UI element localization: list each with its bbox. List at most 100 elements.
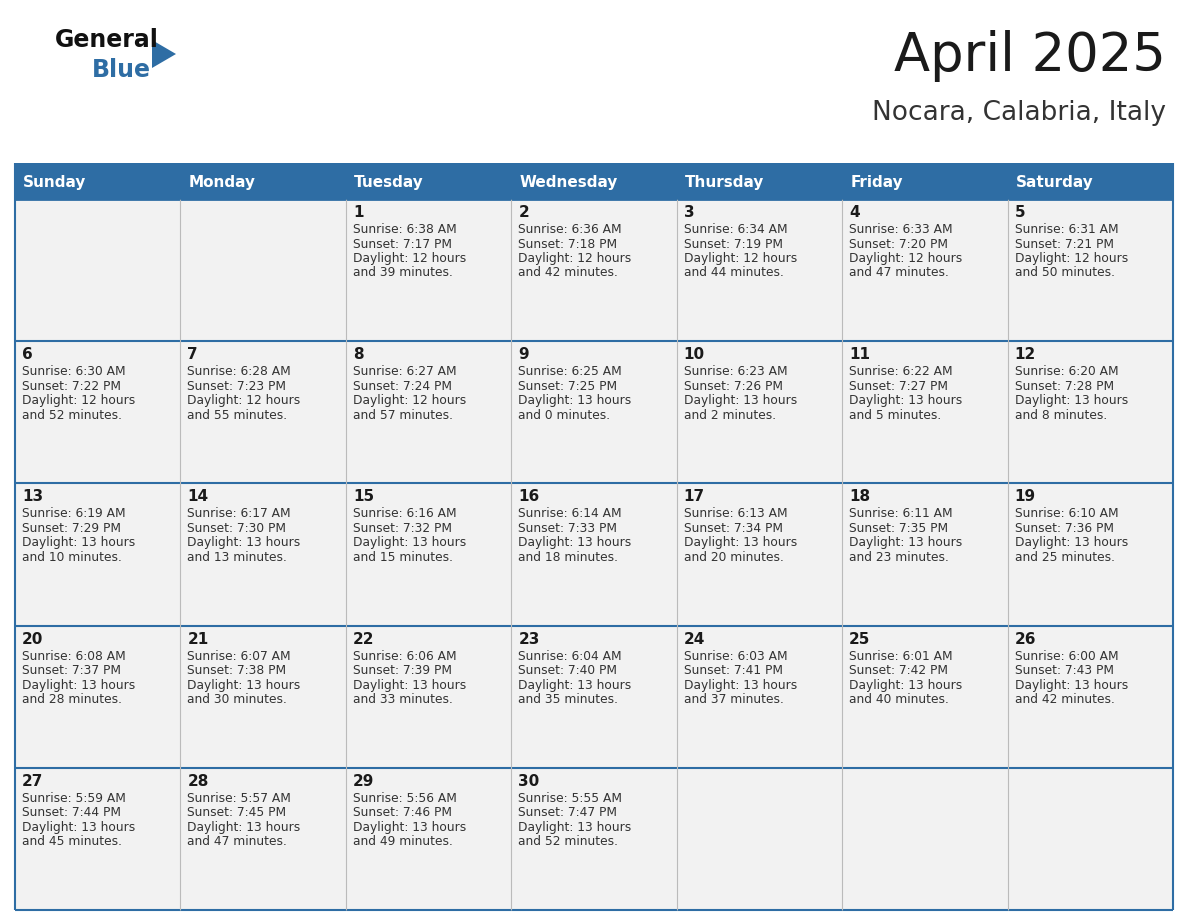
Text: and 25 minutes.: and 25 minutes.: [1015, 551, 1114, 564]
Bar: [842, 163, 1007, 199]
Text: Sunset: 7:20 PM: Sunset: 7:20 PM: [849, 238, 948, 251]
Text: Daylight: 13 hours: Daylight: 13 hours: [188, 678, 301, 691]
Text: Sunset: 7:17 PM: Sunset: 7:17 PM: [353, 238, 451, 251]
Text: and 47 minutes.: and 47 minutes.: [849, 266, 949, 279]
Bar: [842, 484, 1007, 625]
Text: Daylight: 13 hours: Daylight: 13 hours: [518, 678, 632, 691]
Text: Daylight: 13 hours: Daylight: 13 hours: [1015, 536, 1127, 549]
Text: and 8 minutes.: and 8 minutes.: [1015, 409, 1107, 421]
Text: Sunrise: 6:36 AM: Sunrise: 6:36 AM: [518, 223, 621, 236]
Bar: [511, 199, 677, 341]
Text: 16: 16: [518, 489, 539, 504]
Text: Sunset: 7:22 PM: Sunset: 7:22 PM: [23, 380, 121, 393]
Text: Sunday: Sunday: [23, 174, 87, 189]
Text: Thursday: Thursday: [684, 174, 764, 189]
Text: Sunrise: 6:31 AM: Sunrise: 6:31 AM: [1015, 223, 1118, 236]
Bar: [15, 767, 181, 910]
Text: 26: 26: [1015, 632, 1036, 646]
Text: Daylight: 13 hours: Daylight: 13 hours: [1015, 394, 1127, 408]
Text: Daylight: 12 hours: Daylight: 12 hours: [353, 394, 466, 408]
Bar: [511, 625, 677, 767]
Text: Daylight: 13 hours: Daylight: 13 hours: [353, 536, 466, 549]
Text: and 52 minutes.: and 52 minutes.: [518, 835, 618, 848]
Text: 24: 24: [684, 632, 706, 646]
Text: and 5 minutes.: and 5 minutes.: [849, 409, 941, 421]
Text: Sunrise: 5:56 AM: Sunrise: 5:56 AM: [353, 792, 456, 805]
Text: Sunrise: 6:06 AM: Sunrise: 6:06 AM: [353, 650, 456, 663]
Bar: [677, 625, 842, 767]
Text: 12: 12: [1015, 347, 1036, 363]
Text: 6: 6: [23, 347, 33, 363]
Bar: [346, 767, 511, 910]
Text: Daylight: 13 hours: Daylight: 13 hours: [849, 536, 962, 549]
Text: Sunrise: 6:27 AM: Sunrise: 6:27 AM: [353, 365, 456, 378]
Text: 14: 14: [188, 489, 209, 504]
Text: Sunset: 7:30 PM: Sunset: 7:30 PM: [188, 522, 286, 535]
Bar: [677, 484, 842, 625]
Text: Daylight: 12 hours: Daylight: 12 hours: [353, 252, 466, 265]
Text: Sunrise: 6:19 AM: Sunrise: 6:19 AM: [23, 508, 126, 521]
Bar: [181, 484, 346, 625]
Text: and 18 minutes.: and 18 minutes.: [518, 551, 618, 564]
Text: 7: 7: [188, 347, 198, 363]
Text: 28: 28: [188, 774, 209, 789]
Text: 11: 11: [849, 347, 870, 363]
Bar: [511, 767, 677, 910]
Text: and 33 minutes.: and 33 minutes.: [353, 693, 453, 706]
Bar: [511, 163, 677, 199]
Text: and 10 minutes.: and 10 minutes.: [23, 551, 122, 564]
Text: Sunset: 7:41 PM: Sunset: 7:41 PM: [684, 664, 783, 677]
Bar: [181, 199, 346, 341]
Text: and 35 minutes.: and 35 minutes.: [518, 693, 618, 706]
Text: Sunrise: 6:23 AM: Sunrise: 6:23 AM: [684, 365, 788, 378]
Bar: [15, 163, 181, 199]
Bar: [1007, 199, 1173, 341]
Text: Sunrise: 6:00 AM: Sunrise: 6:00 AM: [1015, 650, 1118, 663]
Text: Daylight: 13 hours: Daylight: 13 hours: [518, 821, 632, 834]
Bar: [181, 767, 346, 910]
Text: 23: 23: [518, 632, 539, 646]
Text: and 30 minutes.: and 30 minutes.: [188, 693, 287, 706]
Text: Sunrise: 6:28 AM: Sunrise: 6:28 AM: [188, 365, 291, 378]
Bar: [346, 199, 511, 341]
Text: Daylight: 12 hours: Daylight: 12 hours: [518, 252, 632, 265]
Text: Daylight: 12 hours: Daylight: 12 hours: [684, 252, 797, 265]
Text: Sunrise: 5:57 AM: Sunrise: 5:57 AM: [188, 792, 291, 805]
Text: Sunset: 7:23 PM: Sunset: 7:23 PM: [188, 380, 286, 393]
Text: 25: 25: [849, 632, 871, 646]
Text: 9: 9: [518, 347, 529, 363]
Text: Daylight: 13 hours: Daylight: 13 hours: [1015, 678, 1127, 691]
Text: Sunset: 7:37 PM: Sunset: 7:37 PM: [23, 664, 121, 677]
Text: and 39 minutes.: and 39 minutes.: [353, 266, 453, 279]
Text: Sunset: 7:28 PM: Sunset: 7:28 PM: [1015, 380, 1113, 393]
Text: Sunset: 7:39 PM: Sunset: 7:39 PM: [353, 664, 451, 677]
Text: Daylight: 13 hours: Daylight: 13 hours: [849, 394, 962, 408]
Text: Daylight: 13 hours: Daylight: 13 hours: [188, 536, 301, 549]
Text: 20: 20: [23, 632, 44, 646]
Text: Daylight: 12 hours: Daylight: 12 hours: [849, 252, 962, 265]
Text: Sunset: 7:21 PM: Sunset: 7:21 PM: [1015, 238, 1113, 251]
Bar: [677, 163, 842, 199]
Text: and 28 minutes.: and 28 minutes.: [23, 693, 122, 706]
Text: Sunset: 7:33 PM: Sunset: 7:33 PM: [518, 522, 618, 535]
Text: Daylight: 13 hours: Daylight: 13 hours: [684, 678, 797, 691]
Text: Daylight: 13 hours: Daylight: 13 hours: [23, 821, 135, 834]
Text: 2: 2: [518, 205, 529, 220]
Bar: [1007, 767, 1173, 910]
Text: and 57 minutes.: and 57 minutes.: [353, 409, 453, 421]
Text: Daylight: 12 hours: Daylight: 12 hours: [188, 394, 301, 408]
Text: 8: 8: [353, 347, 364, 363]
Text: and 45 minutes.: and 45 minutes.: [23, 835, 122, 848]
Text: Sunset: 7:45 PM: Sunset: 7:45 PM: [188, 806, 286, 819]
Text: 17: 17: [684, 489, 704, 504]
Text: Sunrise: 6:03 AM: Sunrise: 6:03 AM: [684, 650, 788, 663]
Text: Sunrise: 6:17 AM: Sunrise: 6:17 AM: [188, 508, 291, 521]
Bar: [1007, 341, 1173, 484]
Text: and 49 minutes.: and 49 minutes.: [353, 835, 453, 848]
Text: Sunset: 7:25 PM: Sunset: 7:25 PM: [518, 380, 618, 393]
Text: Sunset: 7:38 PM: Sunset: 7:38 PM: [188, 664, 286, 677]
Text: 19: 19: [1015, 489, 1036, 504]
Bar: [346, 625, 511, 767]
Bar: [1007, 484, 1173, 625]
Text: Sunset: 7:27 PM: Sunset: 7:27 PM: [849, 380, 948, 393]
